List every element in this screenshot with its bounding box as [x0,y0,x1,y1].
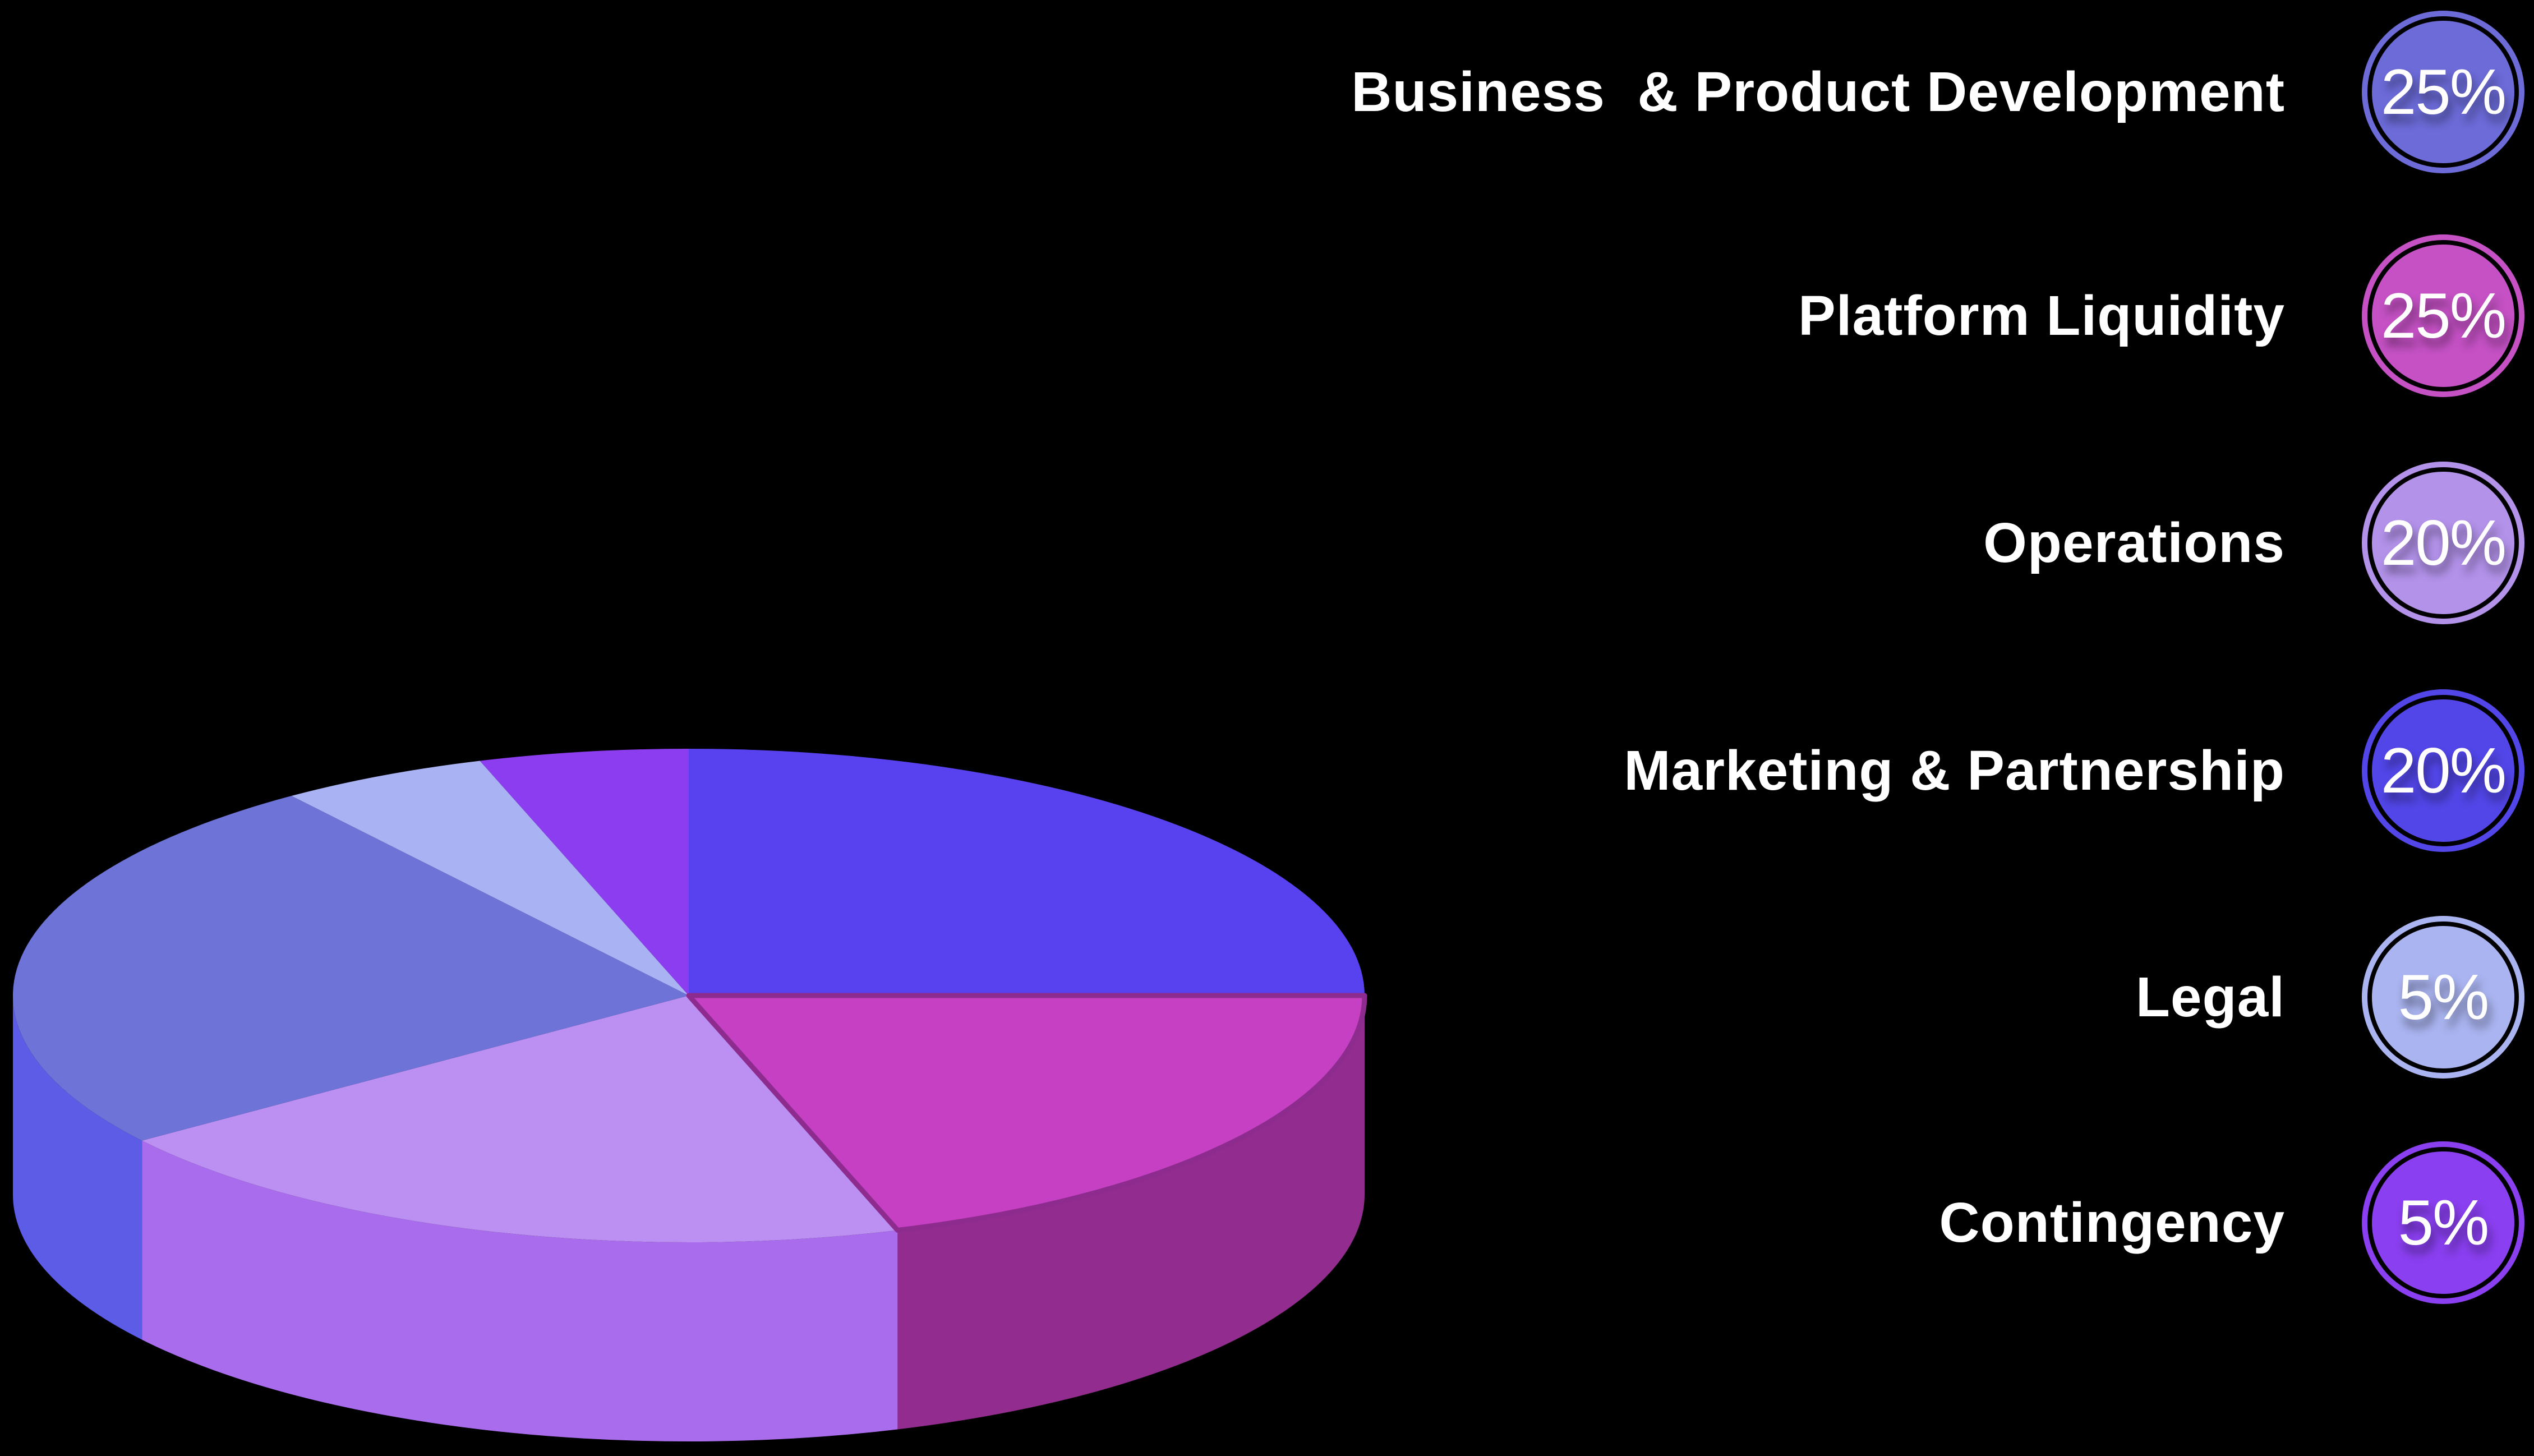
legend-row: Contingency 5% [1939,1141,2524,1304]
legend-percent-value: 20% [2380,735,2507,807]
legend-row: Operations 20% [1983,462,2524,624]
pie-slice-wall [897,996,1365,1430]
pie-slice-top [12,796,689,1141]
legend-percent-value: 5% [2398,961,2490,1033]
pie-slice-top [689,749,1365,996]
legend-percent-badge: 5% [2362,916,2524,1079]
legend-percent-value: 25% [2380,280,2507,352]
legend-label: Marketing & Partnership [1624,739,2285,802]
pie-slice-wall [12,996,142,1340]
legend-row: Platform Liquidity 25% [1798,234,2524,397]
pie-slice-top [480,749,689,996]
legend-percent-badge: 20% [2362,462,2524,624]
pie-slice-top [142,996,898,1242]
legend-percent-badge: 25% [2362,11,2524,173]
legend-label: Platform Liquidity [1798,284,2285,347]
legend-row: Business & Product Development 25% [1351,11,2524,173]
legend-percent-badge: 25% [2362,234,2524,397]
legend-label: Contingency [1939,1191,2285,1254]
legend-row: Marketing & Partnership 20% [1624,689,2524,852]
pie-slice-wall [142,1140,898,1441]
legend-label: Operations [1983,511,2285,574]
legend-percent-value: 25% [2380,56,2507,128]
legend-percent-value: 20% [2380,507,2507,579]
legend-percent-value: 5% [2398,1187,2490,1259]
pie-slice-top [686,993,1367,1233]
legend-percent-badge: 5% [2362,1141,2524,1304]
legend-label: Business & Product Development [1351,60,2285,123]
pie-slice-top [291,761,689,996]
legend-row: Legal 5% [2136,916,2524,1079]
legend-label: Legal [2135,965,2285,1029]
legend-percent-badge: 20% [2362,689,2524,852]
